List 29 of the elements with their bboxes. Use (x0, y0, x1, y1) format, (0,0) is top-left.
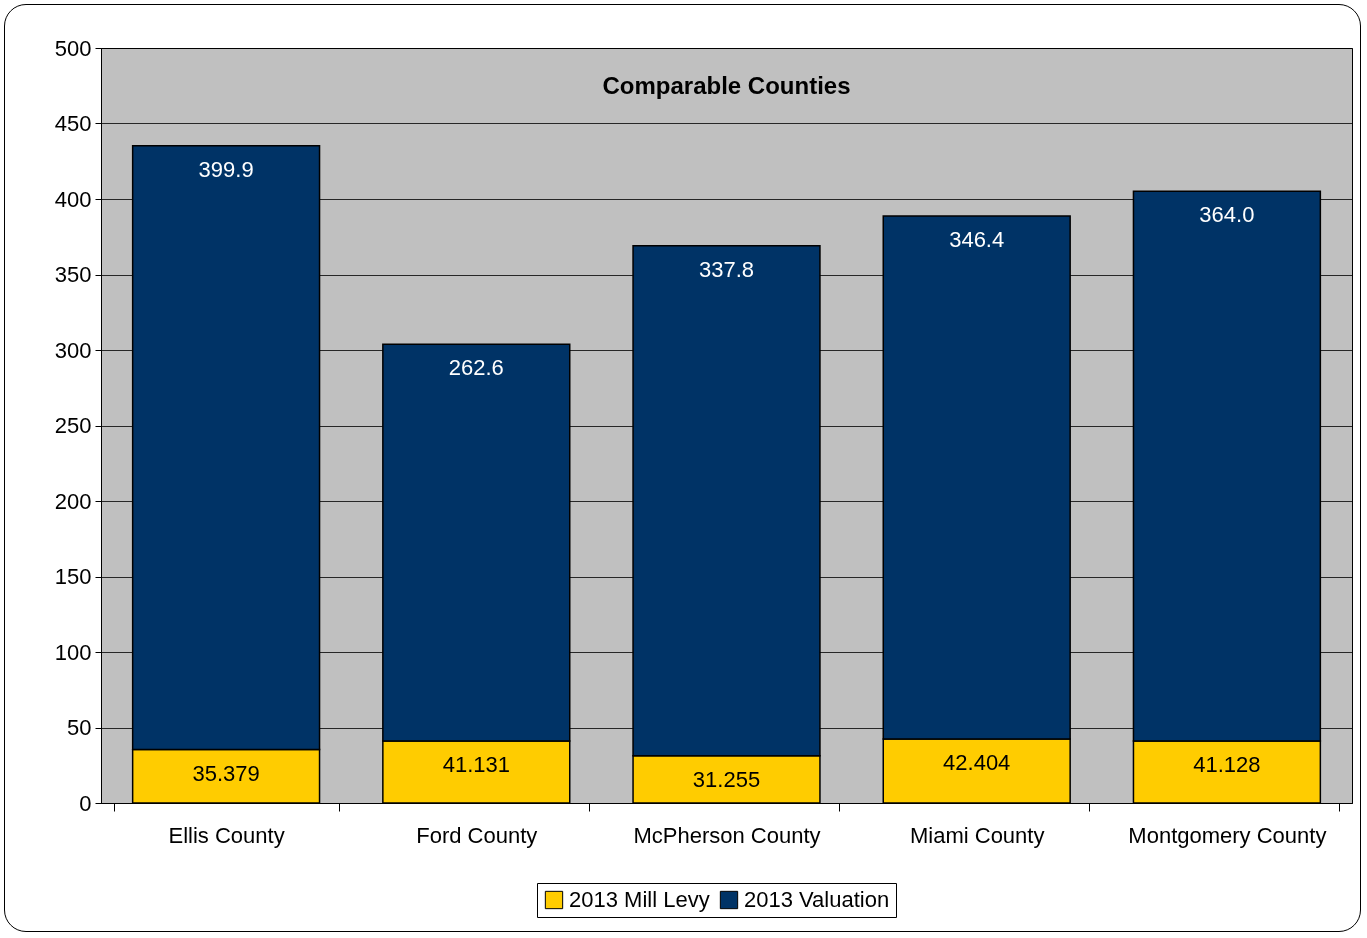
x-tick-label: McPherson County (633, 822, 821, 848)
legend-label: 2013 Mill Levy (569, 887, 710, 912)
text: Comparable Counties (602, 72, 851, 99)
data-label: 399.9 (198, 156, 254, 182)
data-label: 337.8 (698, 256, 755, 282)
y-tick-label: 500 (54, 35, 92, 61)
y-tick-label: 300 (54, 337, 92, 363)
data-label: 346.4 (949, 226, 1005, 252)
y-tick-label: 0 (79, 790, 92, 816)
data-label: 41.131 (442, 751, 510, 777)
data-label: 35.379 (192, 760, 260, 786)
x-tick-label: Miami County (909, 822, 1045, 848)
y-tick-label: 250 (54, 413, 92, 438)
data-label: 262.6 (448, 355, 504, 381)
x-tick-label: Ford County (416, 822, 538, 848)
y-tick-label: 100 (54, 639, 92, 665)
y-tick-label: 50 (67, 715, 92, 740)
data-label: 41.128 (1193, 751, 1261, 777)
y-tick-label: 450 (54, 111, 92, 136)
x-tick-label: Montgomery County (1128, 822, 1327, 848)
data-label: 364.0 (1199, 202, 1255, 228)
y-tick-label: 400 (54, 186, 92, 212)
y-tick-label: 350 (54, 262, 92, 287)
data-label: 31.255 (692, 766, 761, 792)
y-tick-label: 200 (54, 488, 92, 514)
y-tick-label: 150 (54, 564, 92, 589)
data-label: 42.404 (943, 749, 1011, 775)
legend-label: 2013 Valuation (744, 887, 890, 912)
x-tick-label: Ellis County (168, 822, 285, 848)
